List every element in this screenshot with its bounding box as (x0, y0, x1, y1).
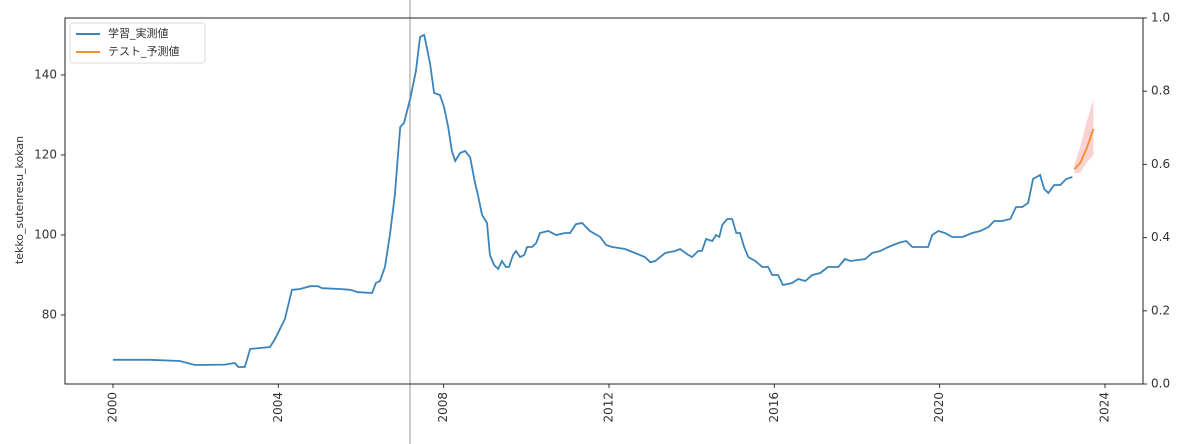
y2-tick-label: 0.0 (1151, 377, 1170, 391)
series-line (112, 33, 1073, 368)
series-line (1073, 128, 1095, 170)
x-tick-label: 2012 (601, 392, 615, 423)
x-tick-label: 2008 (436, 392, 450, 423)
y2-tick-label: 0.2 (1151, 303, 1170, 317)
x-tick-label: 2020 (932, 392, 946, 423)
y-tick-label: 140 (34, 68, 57, 82)
legend-label: テスト_予測値 (108, 44, 180, 58)
y-tick-label: 120 (34, 148, 57, 162)
y-axis-label: tekko_sutenresu_kokan (13, 136, 26, 264)
y2-tick-label: 1.0 (1151, 11, 1170, 25)
x-tick-label: 2024 (1097, 392, 1111, 423)
y2-tick-label: 0.6 (1151, 157, 1170, 171)
legend-box (69, 22, 206, 64)
y2-tick-label: 0.4 (1151, 230, 1170, 244)
x-tick-label: 2016 (767, 392, 781, 423)
legend-label: 学習_実測値 (108, 26, 169, 40)
plot-frame (64, 17, 1144, 385)
y2-tick-label: 0.8 (1151, 84, 1170, 98)
x-tick-label: 2004 (271, 392, 285, 423)
y-tick-label: 80 (42, 308, 57, 322)
x-tick-label: 2000 (105, 392, 119, 423)
y-tick-label: 100 (34, 228, 57, 242)
confidence-band (1074, 99, 1094, 173)
